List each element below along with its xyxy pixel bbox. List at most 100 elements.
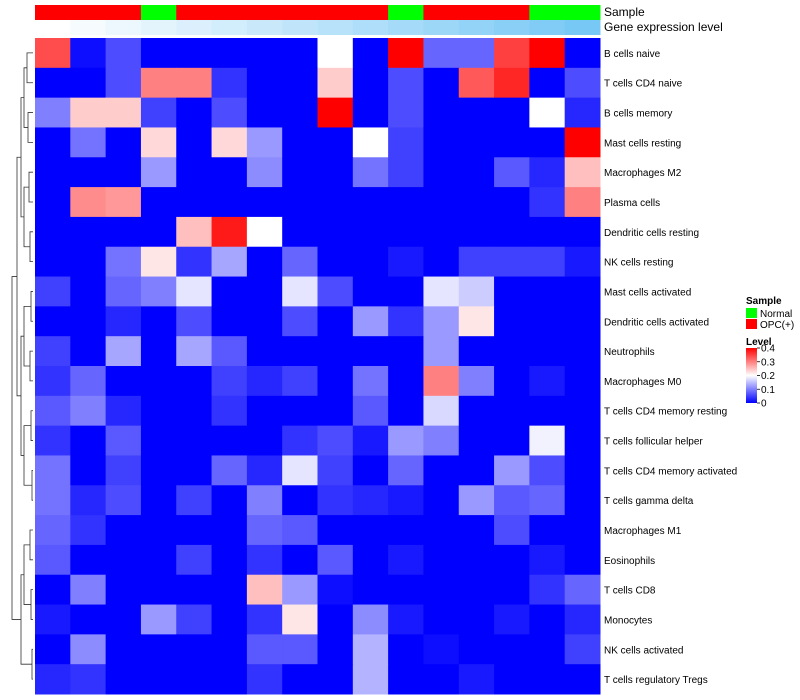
heatmap-cell xyxy=(211,515,248,546)
heatmap-cell xyxy=(211,216,248,248)
heatmap-cell xyxy=(35,604,71,635)
row-label: B cells naive xyxy=(604,49,661,60)
heatmap-cell xyxy=(564,425,601,456)
row-dendrogram xyxy=(11,52,33,680)
gene-level-bar-cell xyxy=(282,20,318,35)
heatmap-cell xyxy=(529,425,566,456)
heatmap-cell xyxy=(458,544,495,576)
heatmap-cell xyxy=(105,604,142,635)
heatmap-cell xyxy=(70,425,107,456)
heatmap-cell xyxy=(352,515,389,546)
heatmap-cell xyxy=(105,574,142,606)
heatmap-cell xyxy=(70,216,107,248)
gene-level-bar-cell xyxy=(529,20,566,35)
sample-legend-title: Sample xyxy=(746,296,782,307)
heatmap-cell xyxy=(352,544,389,576)
row-label: T cells gamma delta xyxy=(604,496,694,507)
heatmap-cell xyxy=(352,246,389,278)
heatmap-cell xyxy=(211,67,248,99)
dendrogram-branch xyxy=(11,276,21,620)
heatmap-cell xyxy=(246,276,283,307)
heatmap-cell xyxy=(388,187,424,218)
heatmap-cell xyxy=(317,574,354,606)
heatmap-cell xyxy=(246,38,283,69)
heatmap-cell xyxy=(246,664,283,695)
heatmap-cell xyxy=(140,485,177,516)
heatmap-cell xyxy=(211,306,248,337)
heatmap-cell xyxy=(352,216,389,248)
heatmap-cell xyxy=(494,366,530,397)
heatmap-cell xyxy=(529,664,566,695)
row-label: NK cells resting xyxy=(604,258,673,269)
level-tick-label: 0 xyxy=(761,399,767,410)
sample-bar-cell xyxy=(317,5,354,20)
row-label: Dendritic cells resting xyxy=(604,228,699,239)
heatmap-cell xyxy=(70,97,107,128)
heatmap-cell xyxy=(70,366,107,397)
heatmap-cell xyxy=(176,574,213,606)
heatmap-cell xyxy=(282,544,318,576)
sample-bar-cell xyxy=(70,5,107,20)
heatmap-cell xyxy=(282,574,318,606)
heatmap-cell xyxy=(140,366,177,397)
sample-bar-cell xyxy=(529,5,566,20)
heatmap-cell xyxy=(529,216,566,248)
heatmap-cell xyxy=(494,395,530,427)
heatmap-cell xyxy=(352,634,389,665)
heatmap-cell xyxy=(458,246,495,278)
heatmap-cell xyxy=(211,664,248,695)
heatmap-cell xyxy=(352,366,389,397)
heatmap-cell xyxy=(494,306,530,337)
heatmap-cell xyxy=(70,336,107,367)
heatmap-cell xyxy=(176,97,213,128)
heatmap-cell xyxy=(388,634,424,665)
heatmap-cell xyxy=(494,425,530,456)
heatmap-cell xyxy=(246,187,283,218)
gene-level-bar-cell xyxy=(105,20,142,35)
dendrogram-branch xyxy=(16,156,21,397)
heatmap-cell xyxy=(246,634,283,665)
heatmap-cell xyxy=(529,485,566,516)
gene-level-bar-cell xyxy=(388,20,424,35)
heatmap-cell xyxy=(176,395,213,427)
heatmap-cell xyxy=(423,187,460,218)
row-label: T cells CD4 memory resting xyxy=(604,407,727,418)
heatmap-cell xyxy=(105,38,142,69)
heatmap-cell xyxy=(458,395,495,427)
heatmap-cell xyxy=(529,127,566,158)
heatmap-cell xyxy=(105,216,142,248)
heatmap-cell xyxy=(564,306,601,337)
dendrogram-branch xyxy=(31,648,33,680)
dendrogram-branch xyxy=(31,469,33,501)
heatmap-cell xyxy=(423,157,460,188)
heatmap-cell xyxy=(388,38,424,69)
level-legend: Level 0.4 0.3 0.2 0.1 0 xyxy=(746,337,775,410)
heatmap-cell xyxy=(423,515,460,546)
heatmap-cell xyxy=(282,38,318,69)
heatmap-cell xyxy=(317,544,354,576)
heatmap-cell xyxy=(35,634,71,665)
heatmap-cell xyxy=(352,187,389,218)
heatmap-cell xyxy=(211,574,248,606)
gene-level-bar-cell xyxy=(458,20,495,35)
heatmap-cell xyxy=(317,306,354,337)
gene-level-bar-cell xyxy=(176,20,213,35)
heatmap-cell xyxy=(105,634,142,665)
heatmap-cell xyxy=(423,67,460,99)
heatmap-cell xyxy=(211,395,248,427)
heatmap-cell xyxy=(176,366,213,397)
heatmap-cell xyxy=(564,67,601,99)
heatmap-cell xyxy=(282,634,318,665)
heatmap-cell xyxy=(352,395,389,427)
heatmap-cell xyxy=(529,187,566,218)
heatmap-cell xyxy=(211,157,248,188)
heatmap-cell xyxy=(35,485,71,516)
heatmap-cell xyxy=(140,515,177,546)
heatmap-cell xyxy=(246,157,283,188)
heatmap-cell xyxy=(388,336,424,367)
heatmap-cell xyxy=(211,336,248,367)
heatmap-cell xyxy=(211,425,248,456)
dendrogram-branch xyxy=(26,52,33,84)
heatmap-cell xyxy=(105,425,142,456)
heatmap-cell xyxy=(458,366,495,397)
